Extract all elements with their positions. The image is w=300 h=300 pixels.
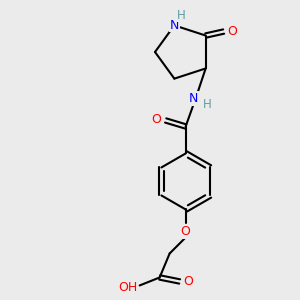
Text: H: H bbox=[177, 9, 186, 22]
Text: N: N bbox=[189, 92, 198, 105]
Text: N: N bbox=[170, 19, 179, 32]
Text: H: H bbox=[203, 98, 212, 111]
Text: OH: OH bbox=[118, 281, 137, 294]
Text: O: O bbox=[152, 113, 162, 126]
Text: O: O bbox=[228, 25, 238, 38]
Text: O: O bbox=[181, 225, 190, 238]
Text: O: O bbox=[184, 275, 194, 288]
